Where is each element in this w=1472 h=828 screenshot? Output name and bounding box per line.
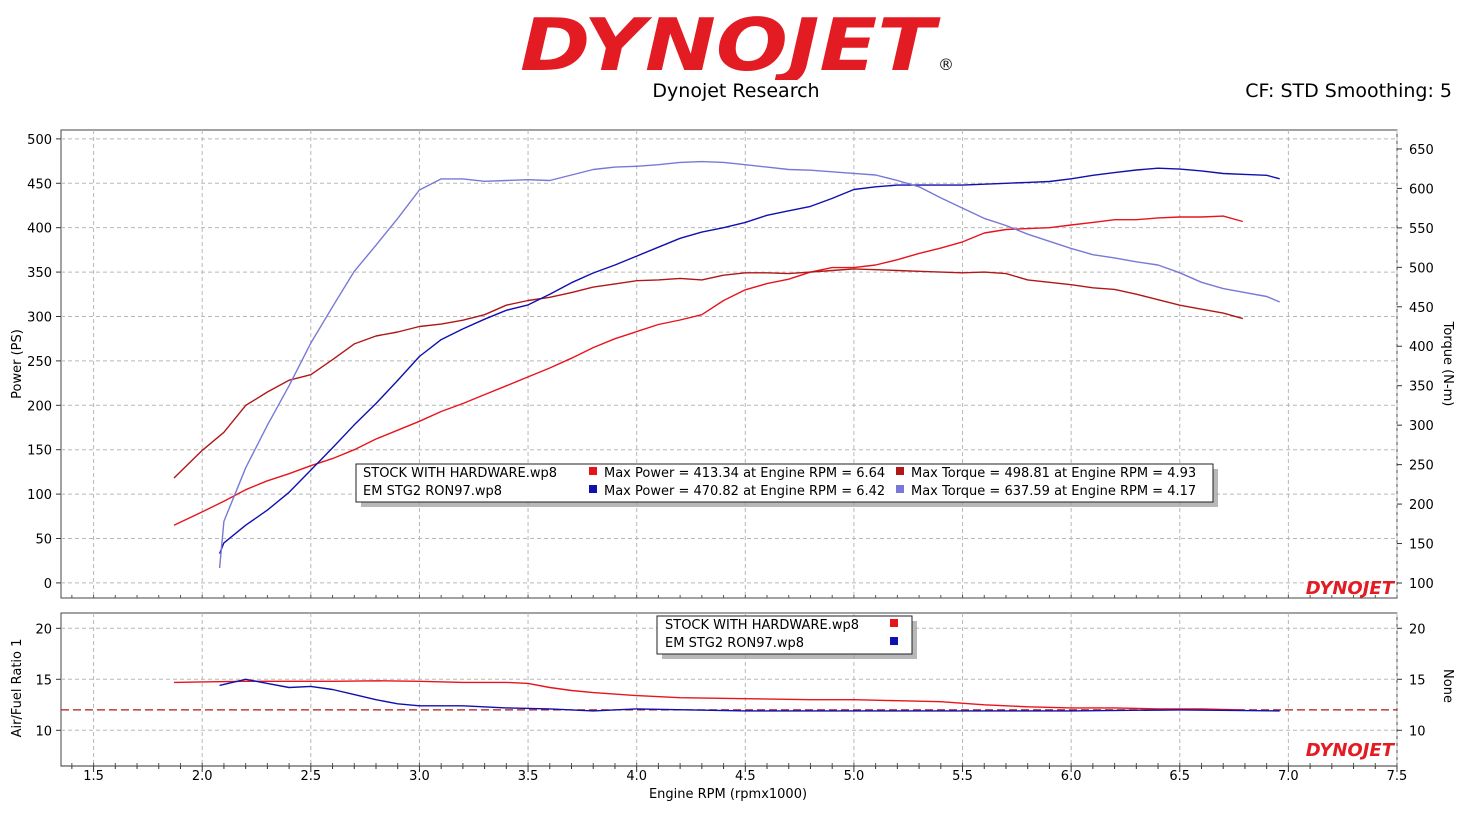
- y2tick-label-3: 250: [1409, 459, 1434, 474]
- ytick-label-9: 450: [27, 177, 52, 192]
- series-stg2-power-line: [218, 167, 1280, 554]
- ytick-label-2: 20: [35, 622, 52, 637]
- series-stock-torque-line: [173, 268, 1243, 479]
- afr-legend-stg2-file: EM STG2 RON97.wp8: [665, 636, 804, 651]
- ytick-label-0: 10: [35, 724, 52, 739]
- logo-text: DYNOJET: [520, 6, 941, 80]
- series-stg2-afr-line: [219, 678, 1280, 712]
- afr-axis-title: Air/Fuel Ratio 1: [10, 639, 25, 738]
- ytick-label-4: 200: [27, 399, 52, 414]
- y2tick-label-7: 450: [1409, 301, 1434, 316]
- y2tick-label-1: 15: [1409, 673, 1426, 688]
- y2tick-label-8: 500: [1409, 261, 1434, 276]
- y2tick-label-1: 150: [1409, 538, 1434, 553]
- xtick-label-11: 7.0: [1278, 769, 1299, 784]
- torque-axis-title: Torque (N-m): [1440, 321, 1455, 407]
- legend-stock-power-label: Max Power = 413.34 at Engine RPM = 6.64: [604, 466, 885, 481]
- y2tick-label-5: 350: [1409, 380, 1434, 395]
- afr-legend-stg2-swatch: [890, 637, 898, 645]
- afr-axis-ticks: 10 15 20: [35, 622, 61, 739]
- correction-factor-label: CF: STD Smoothing: 5: [1245, 80, 1452, 102]
- legend-stock-torque-swatch: [896, 467, 904, 475]
- xtick-label-3: 3.0: [409, 769, 430, 784]
- none-axis-title: None: [1440, 669, 1455, 703]
- svg-text:®: ®: [938, 55, 954, 74]
- y2tick-label-0: 100: [1409, 577, 1434, 592]
- legend-row-stock: STOCK WITH HARDWARE.wp8 Max Power = 413.…: [363, 466, 1196, 481]
- dynojet-logo: DYNOJET ®: [520, 6, 954, 80]
- ytick-label-2: 100: [27, 488, 52, 503]
- afr-legend-stock-file: STOCK WITH HARDWARE.wp8: [665, 618, 859, 633]
- xtick-label-4: 3.5: [518, 769, 539, 784]
- series-stock-power-line: [173, 215, 1243, 526]
- ytick-label-8: 400: [27, 222, 52, 237]
- xtick-label-10: 6.5: [1169, 769, 1190, 784]
- xtick-label-0: 1.5: [83, 769, 104, 784]
- power-torque-plot-area: [60, 129, 1398, 599]
- air-fuel-legend: STOCK WITH HARDWARE.wp8 EM STG2 RON97.wp…: [656, 615, 917, 659]
- xtick-label-9: 6.0: [1061, 769, 1082, 784]
- bottom-watermark: DYNOJET: [1306, 740, 1396, 761]
- air-fuel-chart: 10 15 20 10 15 20 Air/Fuel Ratio 1 None DYNO…: [10, 612, 1455, 767]
- legend-stg2-power-swatch: [589, 485, 597, 493]
- y2tick-label-0: 10: [1409, 724, 1426, 739]
- xtick-label-12: 7.5: [1387, 769, 1408, 784]
- legend-stock-file: STOCK WITH HARDWARE.wp8: [363, 466, 557, 481]
- power-torque-series: [173, 160, 1280, 569]
- torque-axis-ticks: 100 150 200 250 300 350 400 450 500 550 600 650: [1397, 143, 1434, 592]
- legend-stg2-torque-label: Max Torque = 637.59 at Engine RPM = 4.17: [911, 484, 1196, 499]
- power-axis-ticks: 0 50 100 150 200 250 300 350 400 450 500: [27, 133, 61, 592]
- y2tick-label-6: 400: [1409, 340, 1434, 355]
- xtick-label-7: 5.0: [844, 769, 865, 784]
- ytick-label-7: 350: [27, 266, 52, 281]
- ytick-label-3: 150: [27, 444, 52, 459]
- chart-subtitle: Dynojet Research: [652, 80, 820, 102]
- power-axis-title: Power (PS): [10, 329, 25, 399]
- legend-stock-torque-label: Max Torque = 498.81 at Engine RPM = 4.93: [911, 466, 1196, 481]
- ytick-label-5: 250: [27, 355, 52, 370]
- y2tick-label-2: 20: [1409, 622, 1426, 637]
- y2tick-label-4: 300: [1409, 419, 1434, 434]
- xtick-label-1: 2.0: [192, 769, 213, 784]
- y2tick-label-10: 600: [1409, 182, 1434, 197]
- power-torque-legend: STOCK WITH HARDWARE.wp8 Max Power = 413.…: [355, 463, 1218, 507]
- rpm-axis: 1.5 2.0 2.5 3.0 3.5 4.0 4.5 5.0 5.5 6.0 6.5 7.0 7.5: [61, 595, 1407, 784]
- xtick-label-6: 4.5: [735, 769, 756, 784]
- y2tick-label-11: 650: [1409, 143, 1434, 158]
- series-stg2-torque-line: [218, 160, 1280, 569]
- y2tick-label-9: 550: [1409, 222, 1434, 237]
- power-torque-chart: 0 50 100 150 200 250 300 350 400 450 500 100 150 200…: [10, 129, 1455, 599]
- ytick-label-0: 0: [44, 577, 52, 592]
- legend-row-stg2: EM STG2 RON97.wp8 Max Power = 470.82 at …: [363, 484, 1196, 499]
- ytick-label-1: 50: [35, 533, 52, 548]
- xtick-label-2: 2.5: [300, 769, 321, 784]
- ytick-label-6: 300: [27, 310, 52, 325]
- legend-stg2-file: EM STG2 RON97.wp8: [363, 484, 502, 499]
- ytick-label-1: 15: [35, 673, 52, 688]
- xtick-label-5: 4.0: [626, 769, 647, 784]
- air-fuel-series: [61, 678, 1397, 712]
- legend-stock-power-swatch: [589, 467, 597, 475]
- afr-legend-stock-swatch: [890, 619, 898, 627]
- top-watermark: DYNOJET: [1306, 578, 1396, 599]
- rpm-axis-title: Engine RPM (rpmx1000): [649, 787, 807, 802]
- legend-stg2-power-label: Max Power = 470.82 at Engine RPM = 6.42: [604, 484, 885, 499]
- ytick-label-10: 500: [27, 133, 52, 148]
- y2tick-label-2: 200: [1409, 498, 1434, 513]
- legend-stg2-torque-swatch: [896, 485, 904, 493]
- none-axis-ticks: 10 15 20: [1397, 622, 1426, 739]
- xtick-label-8: 5.5: [952, 769, 973, 784]
- series-stock-afr-line: [173, 680, 1243, 711]
